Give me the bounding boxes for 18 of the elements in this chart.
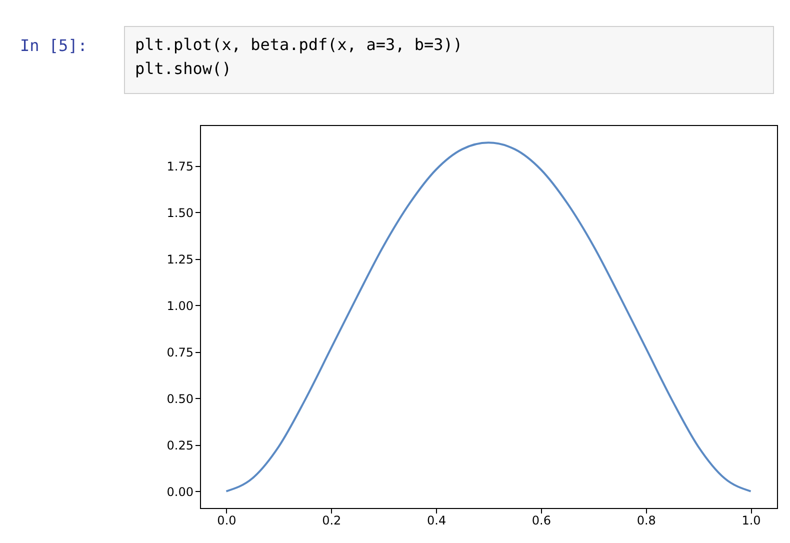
x-tick-label: 0.8 bbox=[636, 514, 656, 528]
y-tick-label: 0.75 bbox=[166, 345, 194, 360]
y-tick-label: 1.25 bbox=[166, 252, 194, 266]
x-tick-label: 0.4 bbox=[427, 514, 446, 528]
text: plt.plot(x, beta.pdf(x, a=3, b=3)) bbox=[135, 35, 463, 54]
x-tick-label: 0.0 bbox=[217, 514, 236, 528]
x-tick-label: 1.0 bbox=[742, 514, 761, 528]
y-tick-label: 1.50 bbox=[166, 206, 194, 220]
x-tick-label: 0.6 bbox=[532, 514, 551, 528]
y-tick-label: 0.50 bbox=[166, 392, 194, 406]
text: In [5]: bbox=[20, 36, 88, 55]
line-series bbox=[225, 142, 752, 492]
text: plt.show() bbox=[135, 59, 232, 78]
y-tick-label: 1.75 bbox=[166, 159, 194, 174]
x-tick-label: 0.2 bbox=[322, 514, 342, 528]
y-tick-label: 0.00 bbox=[166, 484, 194, 499]
y-tick-label: 1.00 bbox=[166, 298, 194, 313]
y-tick-label: 0.25 bbox=[166, 438, 194, 452]
